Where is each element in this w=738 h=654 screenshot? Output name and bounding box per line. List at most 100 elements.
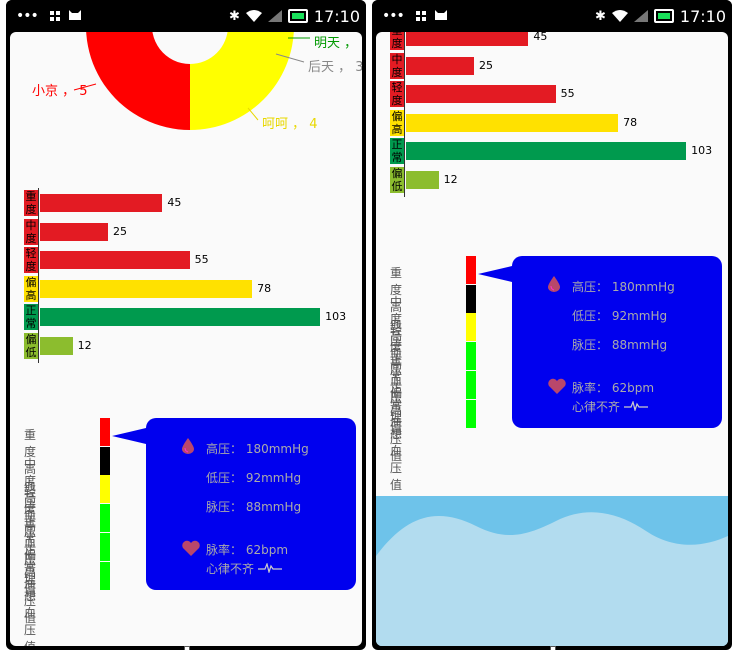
heart-icon [548, 378, 566, 394]
cat-icon [435, 10, 447, 20]
bar-axis [404, 32, 405, 197]
ring-label: 后天 ， 3 [308, 60, 362, 75]
ring-chart [73, 32, 310, 130]
bar-category-label: 轻度 [24, 247, 38, 273]
bp-level-label: 重度高血压 [390, 266, 403, 348]
bar-category-label: 中度 [24, 218, 38, 245]
bp-level-swatch [100, 561, 110, 590]
content-area: 小京 ， 5 呵呵 ， 4 后天 ， 3 明天 ， 2 重度 45 中度 25 轻度 55… [10, 32, 362, 646]
drop-icon [548, 276, 560, 292]
ring-leader-line [247, 107, 259, 121]
bp-level-label: 正常偏高值 [24, 514, 37, 597]
bp-level-label: 轻度高血压 [390, 323, 403, 406]
bar [40, 251, 190, 269]
bar [406, 170, 439, 189]
bar-value-label: 45 [533, 32, 548, 43]
wave-panel [376, 496, 728, 646]
bluetooth-icon: ✱ [228, 8, 240, 24]
bar-category-label: 重度 [390, 32, 404, 50]
bp-reading-pulse: 脉压： 88mmHg [206, 500, 302, 514]
bp-level-swatch [100, 504, 110, 533]
bp-level-label: 轻度高血压 [24, 485, 37, 568]
ring-label: 小京 ， 5 [32, 84, 88, 99]
bar [40, 222, 108, 241]
bar [406, 113, 619, 132]
bp-reading-low: 低压： 92mmHg [572, 309, 668, 323]
bp-level-swatch [100, 418, 110, 446]
signal-icon [633, 10, 648, 22]
bp-level-label: 正常偏高值 [390, 352, 403, 435]
bar-value-label: 78 [257, 281, 272, 295]
bar [406, 56, 474, 75]
status-time: 17:10 [679, 6, 726, 26]
bar-category-label: 轻度 [390, 81, 404, 107]
ecg-icon [258, 563, 282, 573]
nav-indicator [184, 646, 190, 650]
bp-level-swatch [100, 475, 110, 504]
bar-category-label: 重度 [24, 190, 38, 216]
bp-level-swatch [466, 313, 476, 342]
ecg-icon [624, 401, 648, 411]
ring-label: 明天 ， 2 [314, 36, 362, 51]
bar-value-label: 103 [691, 144, 713, 157]
bp-reading-pulse: 脉压： 88mmHg [572, 338, 668, 352]
ring-label: 呵呵 ， 4 [262, 117, 318, 132]
bp-reading-rate: 脉率： 62bpm [206, 543, 289, 557]
more-icon: ••• [16, 8, 39, 24]
wave-graphic [376, 512, 728, 646]
bar [406, 32, 529, 46]
bp-level-swatch [466, 256, 476, 284]
battery-icon [653, 9, 674, 23]
status-bar: ••• ✱ 17:10 [372, 0, 732, 32]
ring-slice-1 [190, 32, 294, 130]
bp-reading-high: 高压： 180mmHg [206, 442, 309, 456]
bp-reading-rate: 脉率： 62bpm [572, 381, 655, 395]
bp-level-label: 理想血压值 [390, 409, 403, 492]
popup-pointer [478, 266, 512, 282]
bp-level-label: 正常血压值 [390, 380, 403, 463]
bluetooth-icon: ✱ [594, 8, 606, 24]
bp-reading-rhythm: 心律不齐 [206, 562, 255, 576]
cat-icon [69, 10, 81, 20]
bar-value-label: 55 [194, 253, 209, 266]
bar-value-label: 25 [479, 58, 493, 72]
bp-level-swatch [100, 446, 110, 475]
heart-icon [182, 540, 200, 556]
more-icon: ••• [382, 8, 405, 24]
bar-category-label: 偏高 [390, 109, 404, 136]
ring-leader-line [275, 53, 305, 63]
bp-level-swatch [466, 342, 476, 371]
bar-value-label: 45 [167, 196, 182, 209]
bp-level-label: 重度高血压 [24, 428, 37, 510]
bar-category-label: 偏低 [24, 332, 38, 359]
wifi-icon [611, 10, 628, 22]
bp-reading-low: 低压： 92mmHg [206, 471, 302, 485]
grid-icon [416, 11, 426, 21]
bp-reading-rhythm: 心律不齐 [572, 400, 621, 414]
bp-level-label: 理想血压值 [24, 571, 37, 647]
bp-level-swatch [100, 532, 110, 561]
popup-pointer [112, 428, 146, 444]
bp-level-swatch [466, 399, 476, 428]
bar [406, 142, 687, 160]
ring-leader-line [73, 83, 97, 91]
phone-screen-left: ••• ✱ 17:10 小京 ， 5 呵呵 ， 4 后天 ， 3 明天 ， 2 … [6, 0, 366, 650]
bp-reading-popup: 高压： 180mmHg 低压： 92mmHg 脉压： 88mmHg 脉率： 62bpm… [146, 418, 356, 590]
bar-value-label: 12 [77, 338, 92, 352]
nav-indicator [550, 646, 556, 650]
signal-icon [267, 10, 282, 22]
bp-level-swatch [466, 370, 476, 399]
bar-value-label: 12 [443, 172, 458, 186]
battery-icon [287, 9, 308, 23]
bar-axis [38, 188, 39, 363]
bp-level-label: 中度高血压 [390, 294, 403, 377]
bar-category-label: 偏高 [24, 275, 38, 302]
bp-level-label: 中度高血压 [24, 456, 37, 539]
bar [40, 194, 163, 212]
status-time: 17:10 [313, 6, 360, 26]
bar-value-label: 25 [113, 224, 127, 238]
bar-category-label: 正常 [390, 138, 404, 164]
wifi-icon [245, 10, 262, 22]
bp-reading-high: 高压： 180mmHg [572, 280, 675, 294]
ring-slice-0 [86, 32, 190, 130]
